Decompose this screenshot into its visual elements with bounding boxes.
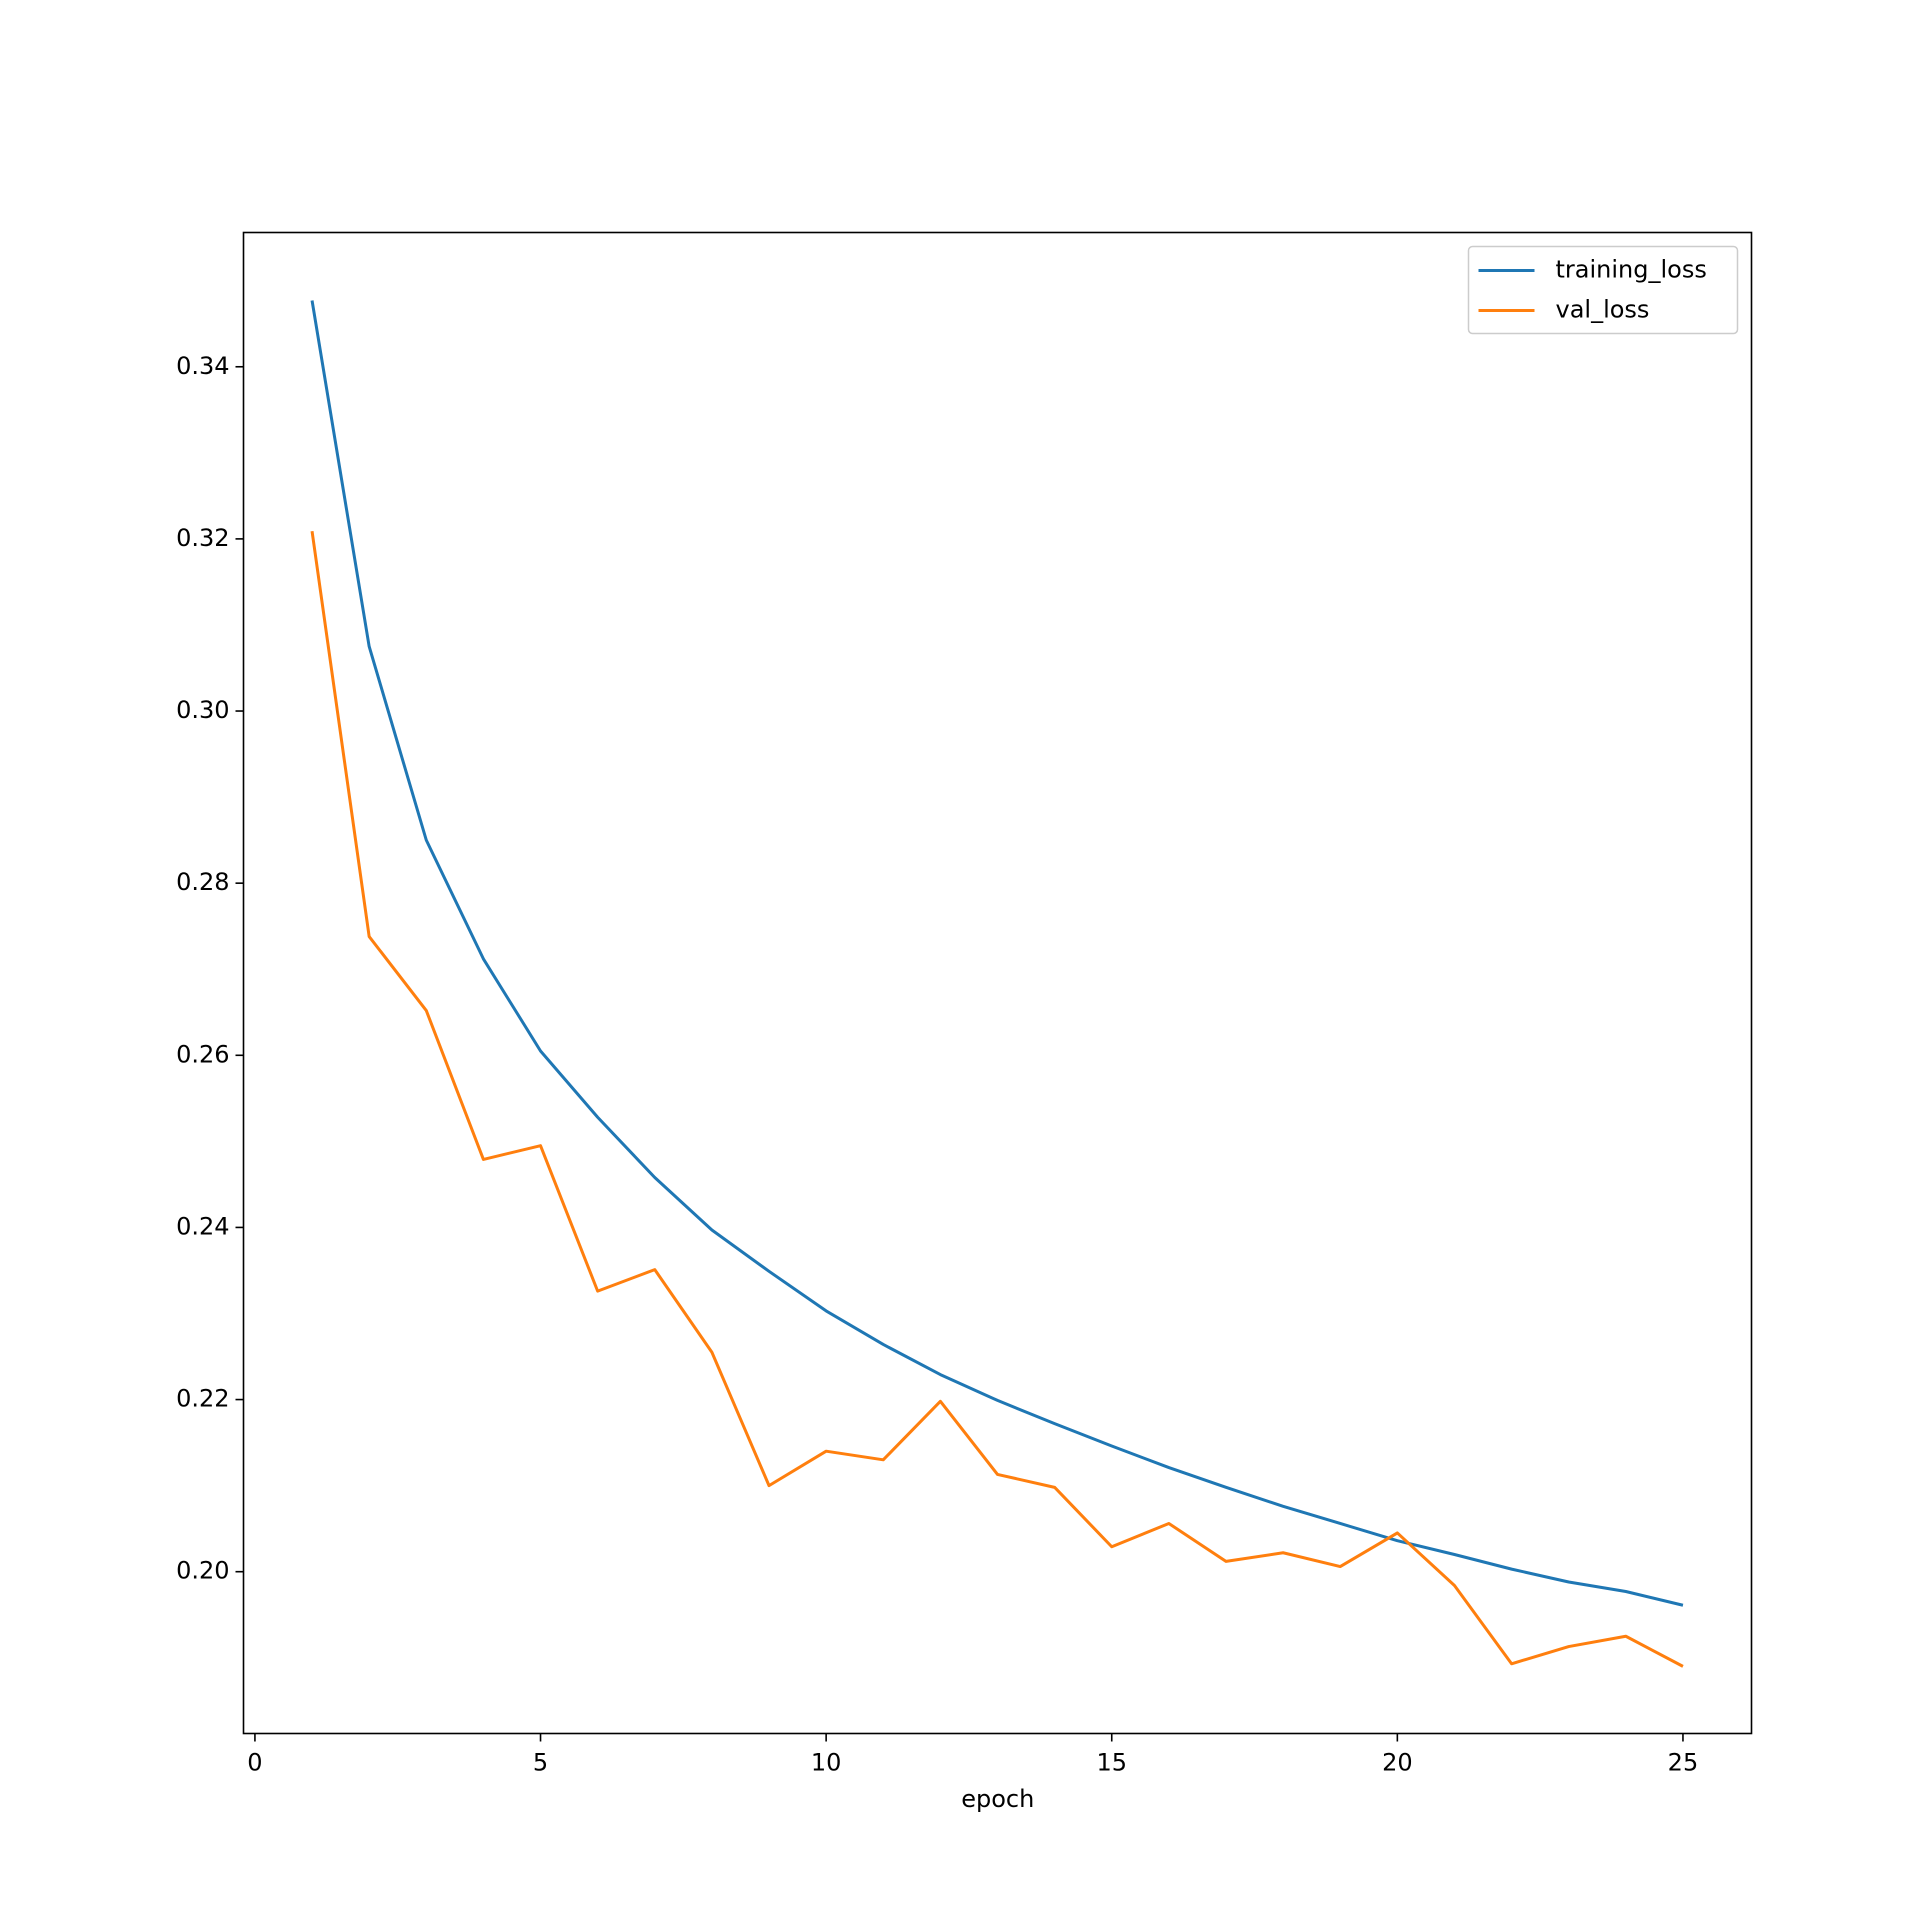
y-tick-label: 0.28 xyxy=(176,868,229,896)
y-tick-label: 0.30 xyxy=(176,696,229,724)
x-tick-label: 10 xyxy=(811,1749,842,1777)
legend-label: training_loss xyxy=(1556,256,1707,284)
y-tick-label: 0.34 xyxy=(176,352,229,380)
y-tick-label: 0.26 xyxy=(176,1040,229,1068)
x-tick-label: 15 xyxy=(1096,1749,1127,1777)
x-tick-label: 5 xyxy=(533,1749,548,1777)
y-tick-label: 0.22 xyxy=(176,1385,229,1413)
legend-box xyxy=(1467,245,1739,335)
x-tick-label: 20 xyxy=(1382,1749,1413,1777)
series-line xyxy=(310,300,1684,1607)
x-axis-label: epoch xyxy=(961,1785,1034,1813)
y-tick-label: 0.20 xyxy=(176,1557,229,1585)
y-tick-label: 0.32 xyxy=(176,524,229,552)
series-line xyxy=(310,530,1684,1668)
y-tick-label: 0.24 xyxy=(176,1212,229,1240)
x-tick-label: 0 xyxy=(247,1749,262,1777)
legend-label: val_loss xyxy=(1556,296,1650,324)
x-tick-label: 25 xyxy=(1668,1749,1699,1777)
axes-frame xyxy=(242,231,1753,1735)
